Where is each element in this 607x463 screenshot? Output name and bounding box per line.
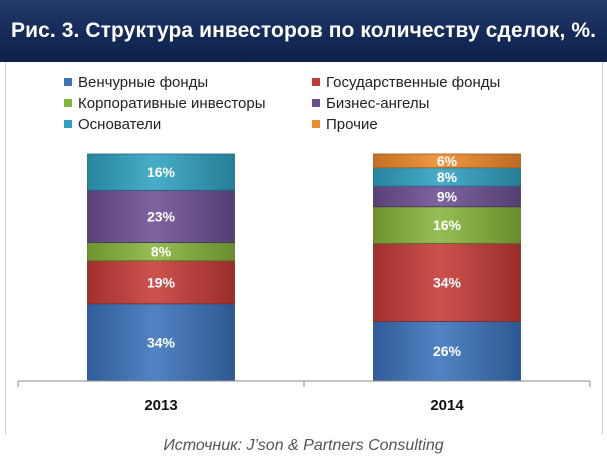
data-label: 19%: [147, 274, 176, 290]
data-label: 34%: [147, 334, 176, 350]
bar-segment: [87, 153, 235, 191]
chart-panel: [5, 62, 603, 434]
legend-swatch: [64, 99, 72, 107]
legend-label: Основатели: [78, 116, 161, 133]
legend-item: Основатели: [64, 116, 161, 133]
bar-segment: [373, 243, 521, 322]
x-axis: 2013 2014: [17, 380, 591, 414]
data-label: 26%: [433, 343, 462, 359]
legend-label: Корпоративные инвесторы: [78, 95, 266, 112]
bar-segment: [87, 303, 235, 382]
chart-title-banner: Рис. 3. Структура инвесторов по количест…: [0, 0, 607, 62]
data-label: 8%: [437, 169, 458, 185]
legend-item: Государственные фонды: [312, 74, 500, 91]
legend-swatch: [312, 78, 320, 86]
plot-area: 34%19%8%23%16%26%34%16%9%8%6%: [87, 153, 521, 382]
data-label: 9%: [437, 188, 458, 204]
legend-swatch: [64, 78, 72, 86]
x-tick-label: 2013: [144, 397, 177, 414]
data-label: 16%: [147, 164, 176, 180]
legend-label: Венчурные фонды: [78, 74, 208, 91]
legend-label: Прочие: [326, 116, 378, 133]
data-label: 6%: [437, 153, 458, 169]
bar-segment: [373, 153, 521, 169]
data-label: 23%: [147, 208, 176, 224]
source-note: Источник: J’son & Partners Consulting: [163, 437, 444, 454]
legend-item: Венчурные фонды: [64, 74, 208, 91]
data-label: 34%: [433, 274, 462, 290]
legend-swatch: [64, 120, 72, 128]
chart-title: Рис. 3. Структура инвесторов по количест…: [10, 19, 597, 42]
legend-label: Бизнес-ангелы: [326, 95, 429, 112]
data-label: 16%: [433, 217, 462, 233]
legend-item: Бизнес-ангелы: [312, 95, 429, 112]
legend: Венчурные фонды Государственные фонды Корп…: [64, 74, 500, 133]
bar-segment: [373, 320, 521, 382]
legend-swatch: [312, 99, 320, 107]
legend-label: Государственные фонды: [326, 74, 500, 91]
bar-segment: [87, 189, 235, 243]
legend-swatch: [312, 120, 320, 128]
x-tick-label: 2014: [430, 397, 464, 414]
bar-segment: [87, 260, 235, 305]
data-label: 8%: [151, 244, 172, 260]
legend-item: Корпоративные инвесторы: [64, 95, 266, 112]
legend-item: Прочие: [312, 116, 378, 133]
stacked-bar-chart: Венчурные фонды Государственные фонды Корп…: [17, 74, 591, 414]
